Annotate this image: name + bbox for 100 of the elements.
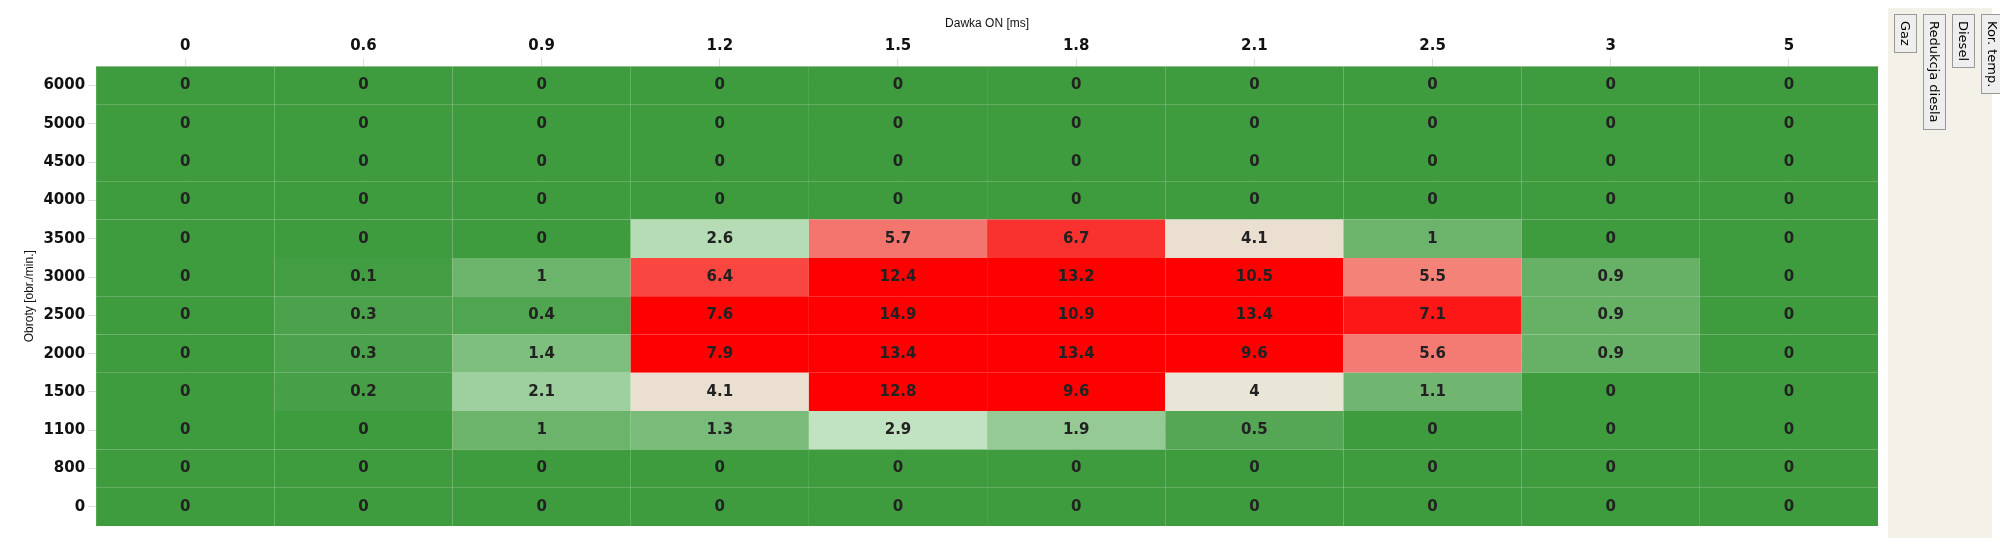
x-tick-label: 3 — [1605, 36, 1616, 55]
y-tick-label: 6000 — [43, 75, 86, 94]
data-label: 0 — [358, 496, 369, 515]
data-label: 13.2 — [1057, 266, 1095, 285]
data-label: 6.7 — [1062, 228, 1090, 247]
data-label: 7.9 — [706, 343, 734, 362]
data-label: 0 — [1605, 152, 1616, 171]
x-axis-title: Dawka ON [ms] — [945, 15, 1030, 30]
data-label: 0 — [180, 343, 191, 362]
data-label: 0 — [1605, 190, 1616, 209]
data-label: 0 — [180, 113, 191, 132]
data-label: 5.7 — [884, 228, 912, 247]
data-label: 0 — [714, 458, 726, 477]
data-label: 0 — [1605, 113, 1616, 132]
data-label: 0 — [180, 152, 191, 171]
x-tick-label: 5 — [1783, 36, 1795, 55]
y-tick-label: 2000 — [43, 343, 86, 362]
data-label: 10.5 — [1235, 266, 1273, 285]
y-axis-title: Obroty [obr./min.] — [21, 250, 36, 343]
data-label: 0 — [1249, 190, 1260, 209]
data-label: 0 — [1783, 113, 1795, 132]
data-label: 0 — [180, 458, 191, 477]
y-tick-label: 1500 — [43, 381, 86, 400]
y-tick-label: 0 — [74, 496, 86, 515]
data-label: 1.3 — [706, 420, 734, 439]
x-tick-label: 0 — [180, 36, 191, 55]
data-label: 0 — [1783, 152, 1795, 171]
data-label: 0 — [1070, 152, 1082, 171]
data-label: 0 — [1070, 458, 1082, 477]
data-label: 0 — [536, 496, 547, 515]
data-label: 0 — [180, 305, 191, 324]
data-label: 0 — [1605, 75, 1616, 94]
data-label: 0 — [892, 190, 904, 209]
data-label: 0.2 — [350, 381, 377, 400]
data-label: 0 — [1427, 458, 1438, 477]
data-label: 0 — [180, 420, 191, 439]
data-label: 0 — [1427, 152, 1438, 171]
data-label: 0 — [358, 75, 369, 94]
data-label: 0 — [1783, 305, 1795, 324]
data-label: 0.4 — [528, 305, 555, 324]
data-label: 0 — [1605, 381, 1616, 400]
data-label: 0 — [180, 190, 191, 209]
data-label: 14.9 — [879, 305, 917, 324]
data-label: 0 — [1783, 458, 1795, 477]
data-label: 10.9 — [1057, 305, 1095, 324]
data-label: 1.4 — [528, 343, 555, 362]
y-tick-label: 4000 — [43, 190, 86, 209]
data-label: 0 — [536, 75, 547, 94]
data-label: 0 — [1070, 190, 1082, 209]
data-label: 0 — [180, 228, 191, 247]
data-label: 0 — [714, 152, 726, 171]
data-label: 0 — [180, 266, 191, 285]
data-label: 1.9 — [1062, 420, 1090, 439]
data-label: 0 — [714, 75, 726, 94]
data-label: 0 — [1783, 420, 1795, 439]
data-label: 0 — [536, 458, 547, 477]
x-tick-label: 0.9 — [528, 36, 555, 55]
data-label: 9.6 — [1241, 343, 1268, 362]
data-label: 13.4 — [1057, 343, 1095, 362]
data-label: 1 — [536, 266, 547, 285]
text: Redukcja diesla — [1923, 14, 1946, 130]
x-tick-label: 1.8 — [1062, 36, 1090, 55]
y-tick-label: 5000 — [43, 113, 86, 132]
data-label: 0 — [358, 152, 369, 171]
y-tick-label: 1100 — [43, 420, 86, 439]
data-label: 0.9 — [1597, 266, 1625, 285]
data-label: 0 — [1605, 496, 1616, 515]
data-label: 1 — [1427, 228, 1438, 247]
data-label: 0 — [1783, 266, 1795, 285]
data-label: 0.3 — [350, 343, 377, 362]
data-label: 0 — [1427, 496, 1438, 515]
data-label: 0 — [358, 228, 369, 247]
data-label: 0 — [358, 113, 369, 132]
data-label: 0 — [536, 190, 547, 209]
data-label: 5.6 — [1419, 343, 1446, 362]
data-label: 2.1 — [528, 381, 555, 400]
data-label: 0 — [714, 190, 726, 209]
data-label: 0 — [1605, 420, 1616, 439]
data-label: 0 — [1783, 190, 1795, 209]
data-label: 0 — [1605, 458, 1616, 477]
data-label: 0 — [1249, 152, 1260, 171]
data-label: 0 — [892, 113, 904, 132]
data-label: 0 — [536, 228, 547, 247]
y-tick-label: 3000 — [43, 266, 86, 285]
y-tick-label: 3500 — [43, 228, 86, 247]
data-label: 12.4 — [879, 266, 917, 285]
x-tick-label: 2.5 — [1419, 36, 1446, 55]
data-label: 0 — [1427, 190, 1438, 209]
data-label: 0 — [1783, 343, 1795, 362]
data-label: 0.9 — [1597, 305, 1625, 324]
text: Diesel — [1952, 14, 1975, 69]
data-label: 0 — [1249, 496, 1260, 515]
data-label: 9.6 — [1062, 381, 1090, 400]
data-label: 0.3 — [350, 305, 377, 324]
data-label: 0 — [358, 420, 369, 439]
data-label: 2.6 — [706, 228, 734, 247]
data-label: 0 — [180, 496, 191, 515]
y-tick-label: 4500 — [43, 152, 86, 171]
y-tick-label: 2500 — [43, 305, 86, 324]
data-label: 0 — [1249, 458, 1260, 477]
